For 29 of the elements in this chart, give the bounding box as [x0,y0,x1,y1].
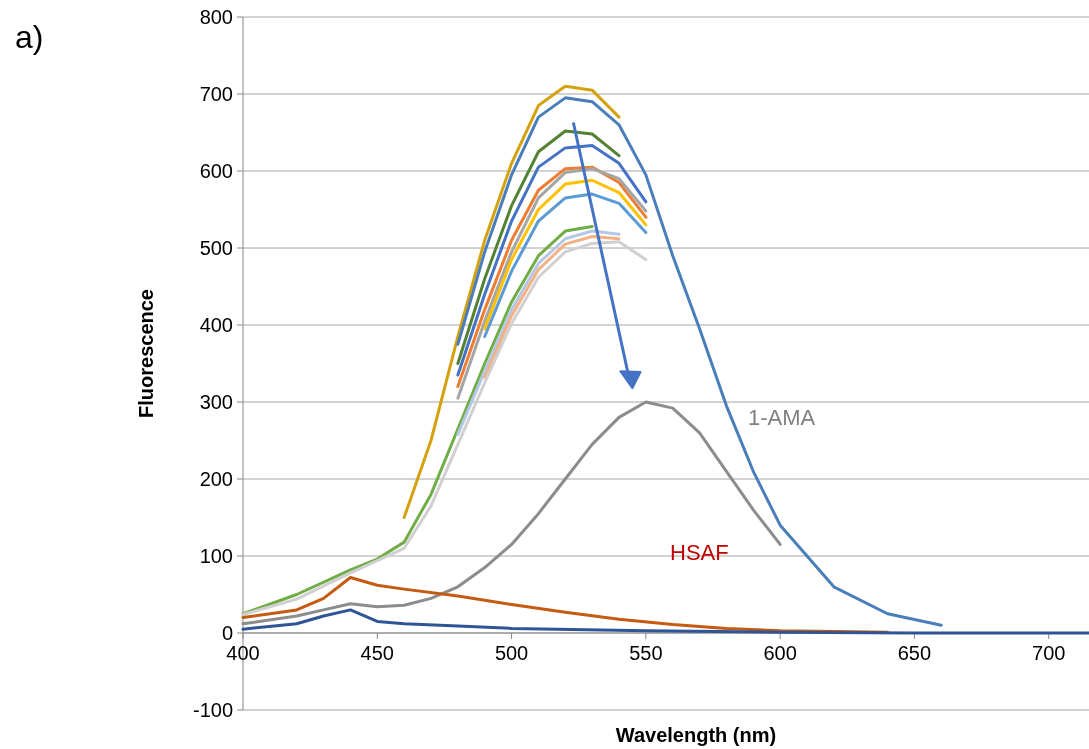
line-series [483,234,621,379]
y-tick-label: 800 [199,6,233,28]
x-axis-title: Wavelength (nm) [615,724,777,746]
y-tick-label: -100 [192,699,233,721]
line-series [241,240,648,617]
x-tick-label: 400 [226,642,260,664]
y-axis-title: Fluorescence [135,289,157,418]
x-tick-label: 650 [897,642,932,664]
x-tick-label: 550 [629,642,663,664]
y-tick-label: 100 [199,545,233,567]
line-series [456,96,943,627]
line-series [241,224,594,616]
x-tick-label: 700 [1032,642,1066,664]
x-tick-label: 450 [360,642,394,664]
line-series [402,84,621,519]
text: a) [15,19,44,55]
x-tick-label: 500 [494,642,529,664]
y-tick-label: 0 [221,622,233,644]
y-tick-label: 400 [199,314,233,336]
line-series [456,129,621,365]
y-tick-label: 300 [199,391,233,413]
y-tick-label: 500 [199,237,233,259]
y-tick-label: 200 [199,468,233,490]
annotation: HSAF [670,540,729,565]
x-tick-label: 600 [763,642,797,664]
y-tick-label: 700 [199,83,233,105]
y-tick-label: 600 [199,160,233,182]
annotation: 1-AMA [748,405,816,430]
line-series [456,229,621,436]
